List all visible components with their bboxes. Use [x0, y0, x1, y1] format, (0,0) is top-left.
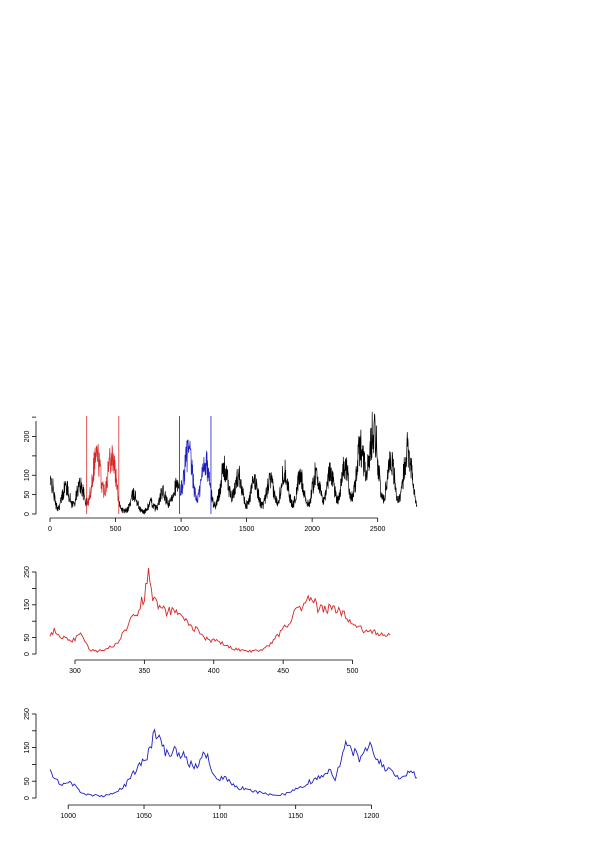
- y-tick-label: 50: [24, 491, 31, 499]
- x-tick-label: 500: [347, 668, 359, 675]
- x-tick-label: 500: [110, 526, 122, 533]
- series-line: [49, 567, 391, 653]
- y-tick-label: 50: [24, 777, 31, 785]
- x-tick-label: 450: [277, 668, 289, 675]
- x-tick-label: 1000: [173, 526, 189, 533]
- y-tick-label: 100: [24, 469, 31, 481]
- x-tick-label: 1200: [364, 813, 380, 820]
- x-tick-label: 1000: [60, 813, 76, 820]
- x-tick-label: 300: [69, 668, 81, 675]
- series-line: [49, 728, 418, 798]
- y-tick-label: 0: [24, 652, 31, 656]
- y-tick-label: 250: [24, 708, 31, 720]
- x-tick-label: 2500: [370, 526, 386, 533]
- x-tick-label: 0: [48, 526, 52, 533]
- y-tick-label: 150: [24, 599, 31, 611]
- full-series-panel: 0 500 1000 1500 2000 2500 0 50 100 200: [24, 411, 418, 533]
- x-tick-label: 1150: [288, 813, 303, 820]
- series-line: [86, 443, 120, 506]
- red-zoom-panel: 300 350 400 450 500 0 50 150 250: [24, 566, 391, 675]
- y-tick-label: 250: [24, 566, 31, 578]
- x-tick-label: 1050: [136, 813, 152, 820]
- y-tick-label: 0: [24, 512, 31, 516]
- y-tick-label: 150: [24, 742, 31, 754]
- y-tick-label: 0: [24, 796, 31, 800]
- series-line: [210, 411, 418, 510]
- blue-zoom-panel: 1000 1050 1100 1150 1200 0 50 150 250: [24, 708, 418, 820]
- series-line: [118, 477, 180, 515]
- series-line: [49, 475, 88, 512]
- series-line: [179, 439, 212, 504]
- x-tick-label: 350: [139, 668, 151, 675]
- x-tick-label: 400: [208, 668, 220, 675]
- y-tick-label: 50: [24, 634, 31, 642]
- x-tick-label: 2000: [304, 526, 320, 533]
- x-tick-label: 1500: [239, 526, 255, 533]
- y-tick-label: 200: [24, 431, 31, 443]
- x-tick-label: 1100: [212, 813, 227, 820]
